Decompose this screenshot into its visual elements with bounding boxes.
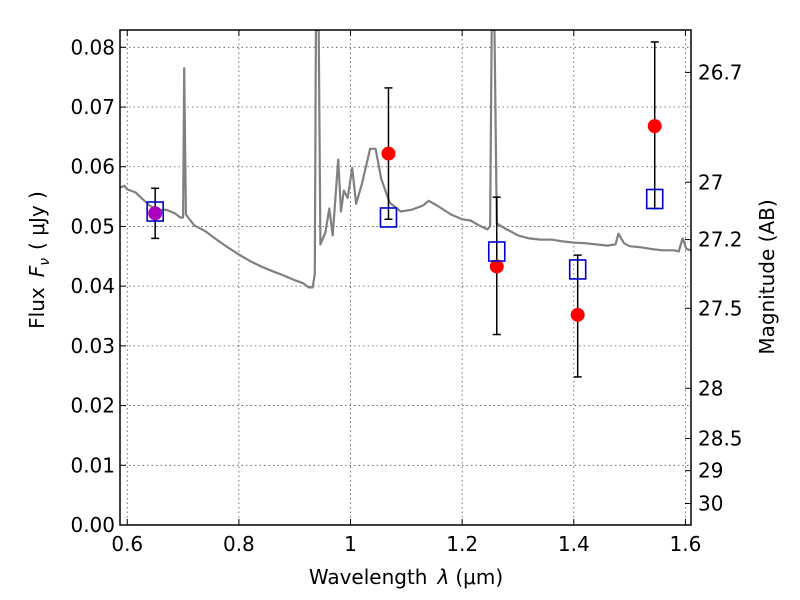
y-tick-label: 0.02 <box>70 394 115 418</box>
x-tick-label: 1.6 <box>670 532 702 556</box>
spectrum-line <box>120 30 691 289</box>
data-point-circle <box>647 119 662 134</box>
y-tick-label: 0.06 <box>70 155 115 179</box>
y-tick-label: 0.04 <box>70 274 115 298</box>
data-point-circle <box>381 146 396 161</box>
y2-tick-label: 29 <box>698 459 723 483</box>
y-tick-label: 0.05 <box>70 214 115 238</box>
x-tick-label: 0.8 <box>223 532 255 556</box>
y2-tick-label: 27 <box>698 170 723 194</box>
y-tick-label: 0.08 <box>70 35 115 59</box>
y-axis-title: FluxFν( μJy ) <box>25 191 53 329</box>
y-tick-label: 0.07 <box>70 95 115 119</box>
y2-tick-label: 30 <box>698 492 723 516</box>
data-point-square <box>645 188 664 210</box>
data-point-circle <box>489 259 504 274</box>
y2-tick-label: 28.5 <box>698 426 743 450</box>
ticks: 0.6 0.8 1 1.2 1.4 1.6 0.00 0.01 0.02 0.03 0.04 0.05… <box>70 30 743 556</box>
y2-tick-label: 26.7 <box>698 60 743 84</box>
plot-area <box>120 30 691 378</box>
y-tick-label: 0.00 <box>70 513 115 537</box>
data-point-square <box>146 201 164 222</box>
data-point-circle <box>148 206 163 221</box>
y-tick-label: 0.03 <box>70 334 115 358</box>
y2-tick-label: 28 <box>698 376 723 400</box>
y2-axis-title: Magnitude (AB) <box>755 199 779 354</box>
data-point-square <box>379 207 398 228</box>
plot-frame <box>119 29 692 526</box>
data-point-square <box>487 241 506 262</box>
x-tick-label: 1 <box>344 532 357 556</box>
data-point-circle <box>570 307 585 322</box>
x-axis-title: Wavelength λ (μm) <box>309 565 503 589</box>
x-tick-label: 1.2 <box>446 532 478 556</box>
data-point-square <box>568 259 587 280</box>
y2-tick-label: 27.5 <box>698 296 743 320</box>
y-tick-label: 0.01 <box>70 453 115 477</box>
x-tick-label: 0.6 <box>111 532 143 556</box>
y2-tick-label: 27.2 <box>698 228 743 252</box>
x-tick-label: 1.4 <box>558 532 590 556</box>
grid <box>120 30 691 526</box>
